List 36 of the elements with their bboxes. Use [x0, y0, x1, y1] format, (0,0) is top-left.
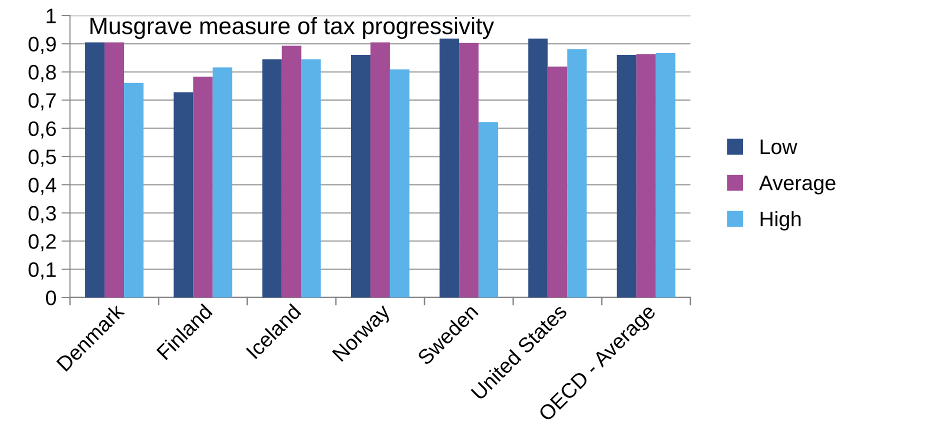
y-tick-label: 0,1 — [28, 262, 56, 280]
bar — [124, 82, 144, 298]
y-tick-label: 0,2 — [28, 234, 56, 252]
legend-label: Low — [760, 140, 798, 154]
bar — [193, 76, 213, 298]
y-tick-label: 0,7 — [28, 93, 56, 110]
bar — [478, 122, 498, 298]
bar — [528, 38, 548, 298]
chart-title: Musgrave measure of tax progressivity — [90, 16, 494, 39]
y-tick-label: 1 — [46, 8, 56, 24]
bar — [459, 42, 479, 298]
y-tick-label: 0 — [46, 290, 56, 306]
bar — [212, 67, 232, 298]
bar — [656, 53, 676, 298]
y-tick-label: 0,6 — [28, 121, 56, 139]
y-tick-label: 0,4 — [28, 178, 56, 195]
y-tick-label: 0,3 — [28, 206, 56, 224]
bar — [350, 55, 370, 298]
bar — [390, 69, 410, 298]
bar — [282, 46, 302, 298]
legend-label: Average — [759, 176, 836, 194]
bar — [301, 59, 321, 298]
bar — [616, 55, 636, 298]
legend-label: High — [760, 211, 801, 230]
bar — [567, 49, 587, 298]
bar — [440, 38, 460, 298]
y-tick-label: 0,5 — [28, 150, 56, 167]
bar — [262, 59, 282, 298]
y-tick-label: 0,8 — [28, 64, 56, 82]
bar — [85, 42, 105, 298]
y-tick-label: 0,9 — [28, 36, 56, 54]
bar — [370, 42, 390, 298]
bar — [636, 54, 656, 298]
bar — [548, 66, 568, 298]
bar — [174, 92, 194, 298]
bar — [104, 42, 124, 298]
